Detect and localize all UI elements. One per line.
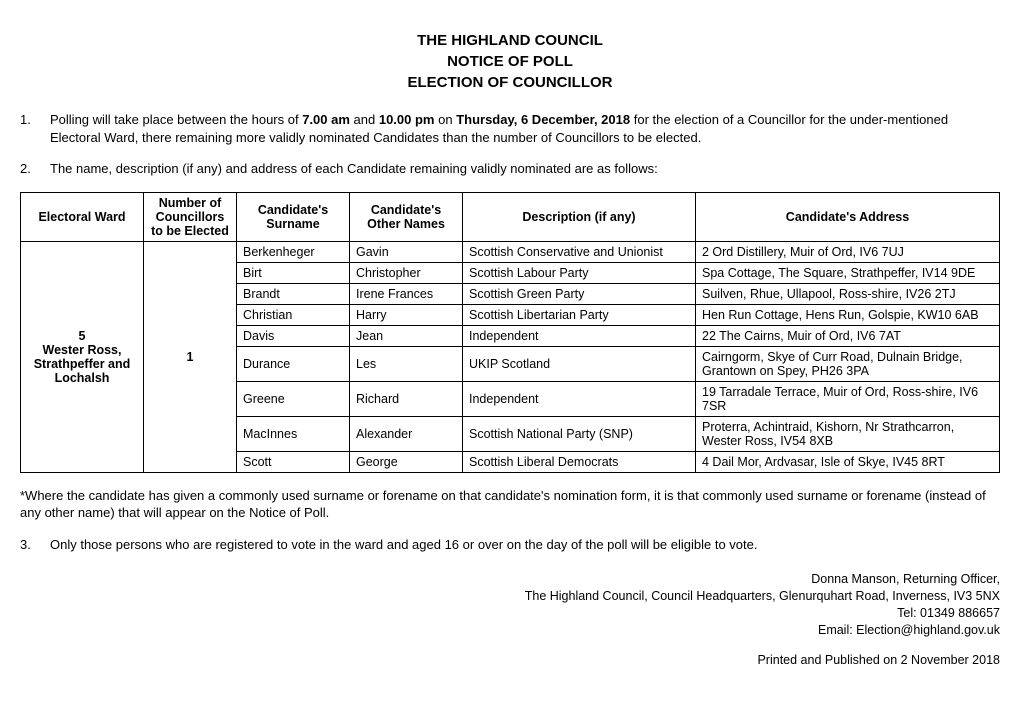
candidates-table: Electoral Ward Number of Councillors to … [20, 192, 1000, 473]
surname-cell: Brandt [237, 283, 350, 304]
address-cell: Suilven, Rhue, Ullapool, Ross-shire, IV2… [696, 283, 1000, 304]
other-names-cell: George [350, 451, 463, 472]
header-other-names: Candidate's Other Names [350, 192, 463, 241]
header-address: Candidate's Address [696, 192, 1000, 241]
para1-pre: Polling will take place between the hour… [50, 112, 302, 127]
footnote: *Where the candidate has given a commonl… [20, 487, 1000, 522]
description-cell: Scottish Green Party [463, 283, 696, 304]
description-cell: Scottish Conservative and Unionist [463, 241, 696, 262]
para1-date: Thursday, 6 December, 2018 [456, 112, 630, 127]
address-cell: 19 Tarradale Terrace, Muir of Ord, Ross-… [696, 381, 1000, 416]
title-line2: NOTICE OF POLL [20, 51, 1000, 72]
surname-cell: MacInnes [237, 416, 350, 451]
printed-line: Printed and Published on 2 November 2018 [20, 653, 1000, 667]
address-cell: Spa Cottage, The Square, Strathpeffer, I… [696, 262, 1000, 283]
para1-time1: 7.00 am [302, 112, 350, 127]
description-cell: Scottish Labour Party [463, 262, 696, 283]
header-surname: Candidate's Surname [237, 192, 350, 241]
table-row: 5 Wester Ross, Strathpeffer and Lochalsh… [21, 241, 1000, 262]
address-cell: 2 Ord Distillery, Muir of Ord, IV6 7UJ [696, 241, 1000, 262]
surname-cell: Greene [237, 381, 350, 416]
description-cell: UKIP Scotland [463, 346, 696, 381]
paragraph-2-text: The name, description (if any) and addre… [50, 160, 1000, 178]
address-cell: 4 Dail Mor, Ardvasar, Isle of Skye, IV45… [696, 451, 1000, 472]
other-names-cell: Alexander [350, 416, 463, 451]
signoff-name: Donna Manson, Returning Officer, [20, 571, 1000, 588]
header-description: Description (if any) [463, 192, 696, 241]
paragraph-1: 1. Polling will take place between the h… [20, 111, 1000, 146]
address-cell: Cairngorm, Skye of Curr Road, Dulnain Br… [696, 346, 1000, 381]
table-header-row: Electoral Ward Number of Councillors to … [21, 192, 1000, 241]
paragraph-2: 2. The name, description (if any) and ad… [20, 160, 1000, 178]
description-cell: Scottish Libertarian Party [463, 304, 696, 325]
title-line3: ELECTION OF COUNCILLOR [20, 72, 1000, 93]
description-cell: Independent [463, 325, 696, 346]
other-names-cell: Christopher [350, 262, 463, 283]
paragraph-1-text: Polling will take place between the hour… [50, 111, 1000, 146]
other-names-cell: Jean [350, 325, 463, 346]
para1-mid2: on [435, 112, 457, 127]
header-ward: Electoral Ward [21, 192, 144, 241]
paragraph-3-number: 3. [20, 536, 50, 554]
ward-cell: 5 Wester Ross, Strathpeffer and Lochalsh [21, 241, 144, 472]
other-names-cell: Les [350, 346, 463, 381]
other-names-cell: Richard [350, 381, 463, 416]
header-councillors: Number of Councillors to be Elected [144, 192, 237, 241]
title-block: THE HIGHLAND COUNCIL NOTICE OF POLL ELEC… [20, 30, 1000, 93]
other-names-cell: Harry [350, 304, 463, 325]
address-cell: Proterra, Achintraid, Kishorn, Nr Strath… [696, 416, 1000, 451]
para1-mid1: and [350, 112, 379, 127]
signoff-email: Email: Election@highland.gov.uk [20, 622, 1000, 639]
other-names-cell: Gavin [350, 241, 463, 262]
other-names-cell: Irene Frances [350, 283, 463, 304]
address-cell: Hen Run Cottage, Hens Run, Golspie, KW10… [696, 304, 1000, 325]
councillors-cell: 1 [144, 241, 237, 472]
surname-cell: Davis [237, 325, 350, 346]
description-cell: Scottish Liberal Democrats [463, 451, 696, 472]
description-cell: Independent [463, 381, 696, 416]
surname-cell: Berkenheger [237, 241, 350, 262]
surname-cell: Christian [237, 304, 350, 325]
signoff-address: The Highland Council, Council Headquarte… [20, 588, 1000, 605]
address-cell: 22 The Cairns, Muir of Ord, IV6 7AT [696, 325, 1000, 346]
signoff-tel: Tel: 01349 886657 [20, 605, 1000, 622]
paragraph-3-text: Only those persons who are registered to… [50, 536, 1000, 554]
surname-cell: Scott [237, 451, 350, 472]
title-line1: THE HIGHLAND COUNCIL [20, 30, 1000, 51]
paragraph-1-number: 1. [20, 111, 50, 146]
surname-cell: Birt [237, 262, 350, 283]
paragraph-2-number: 2. [20, 160, 50, 178]
para1-time2: 10.00 pm [379, 112, 435, 127]
surname-cell: Durance [237, 346, 350, 381]
description-cell: Scottish National Party (SNP) [463, 416, 696, 451]
paragraph-3: 3. Only those persons who are registered… [20, 536, 1000, 554]
signoff-block: Donna Manson, Returning Officer, The Hig… [20, 571, 1000, 639]
